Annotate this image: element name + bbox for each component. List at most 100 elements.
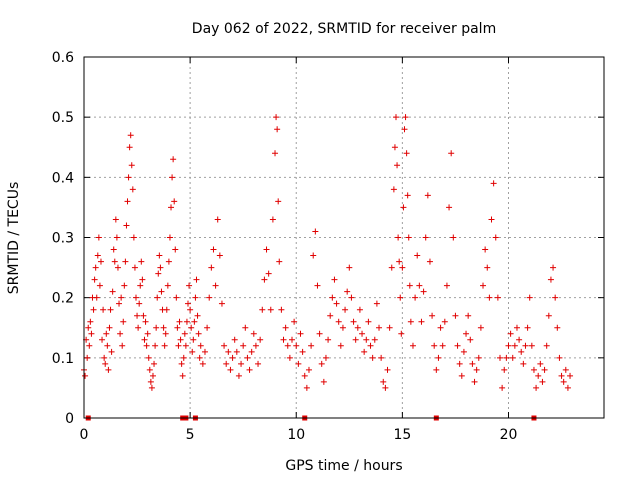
data-point [274,126,281,133]
x-tick-label: 10 [287,427,305,443]
y-tick-label: 0 [65,411,74,427]
data-point [261,276,268,283]
data-point [409,342,416,349]
data-point [227,366,234,373]
data-point [437,324,444,331]
data-point [127,132,134,139]
data-point [199,360,206,367]
data-point [125,174,132,181]
data-point [289,336,295,343]
data-point [183,318,190,325]
data-point [418,318,425,325]
data-point [111,258,118,265]
data-point [494,294,501,301]
data-point [135,324,142,331]
data-point [84,354,91,361]
data-point [414,252,421,259]
data-point [492,234,499,241]
data-point [187,306,194,313]
data-point [188,324,195,331]
data-point [96,282,103,289]
data-point [350,318,357,325]
data-point [346,264,353,271]
data-point [535,372,542,379]
data-point [139,276,146,283]
data-point [108,348,115,355]
data-point [435,354,442,361]
data-point [107,306,114,313]
data-point [556,354,563,361]
data-point [405,234,412,241]
data-point [547,276,554,283]
data-point [562,366,569,373]
data-point [520,360,527,367]
data-point [439,342,446,349]
data-point [446,204,453,211]
data-point [365,318,372,325]
data-point [511,342,518,349]
y-tick-label: 0.3 [52,231,74,247]
data-point [386,324,393,331]
data-point [518,348,525,355]
data-point [163,306,170,313]
data-point [522,342,529,349]
data-point [166,234,173,241]
data-point [161,342,168,349]
data-point [376,324,383,331]
data-point [560,378,567,385]
data-point [218,300,225,307]
data-point [246,366,253,373]
data-point [140,312,147,319]
data-point [400,204,407,211]
data-point [88,330,95,337]
data-point [175,342,182,349]
data-point [153,324,160,331]
data-point [119,342,126,349]
data-point [147,378,154,385]
data-point [291,318,298,325]
data-point [195,330,202,337]
data-point [382,384,389,391]
data-point [87,318,94,325]
data-point [201,348,208,355]
data-point [269,216,276,223]
data-point [240,342,247,349]
data-point [420,288,427,295]
data-point [429,312,436,319]
data-point [120,318,127,325]
data-point [233,348,240,355]
data-point [348,294,355,301]
data-point [144,330,151,337]
data-point [103,330,110,337]
data-point [141,336,148,343]
data-point [344,288,351,295]
data-point [533,384,540,391]
data-point [310,252,317,259]
data-point [158,288,165,295]
data-point [369,354,376,361]
data-point [231,336,238,343]
data-point [178,360,185,367]
data-point [259,306,266,313]
data-point [454,342,461,349]
data-point [507,330,514,337]
data-point [90,306,97,313]
data-point [397,294,404,301]
data-point [93,294,100,301]
data-point [223,360,230,367]
data-point [384,366,391,373]
data-point [322,354,329,361]
data-point [138,258,145,265]
data-point [295,360,302,367]
data-point [136,300,143,307]
data-point [273,114,280,121]
data-point [433,366,440,373]
data-point [116,300,123,307]
data-point [391,144,398,151]
data-point [196,354,203,361]
ticks: 0 0.1 0.2 0.3 0.4 0.5 0.6 0 5 10 15 20 [52,50,604,443]
x-tick-label: 0 [80,427,89,443]
data-point [210,246,217,253]
data-point [114,264,121,271]
data-point [162,330,169,337]
